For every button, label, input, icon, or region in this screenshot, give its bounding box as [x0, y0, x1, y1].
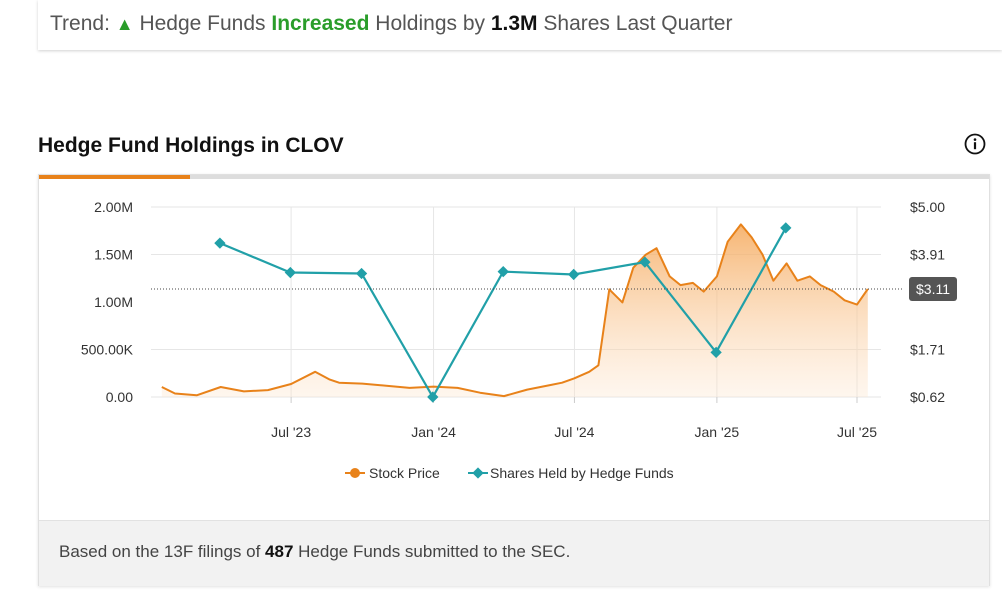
holdings-point	[427, 391, 439, 403]
legend-holdings-label: Shares Held by Hedge Funds	[490, 465, 674, 481]
info-circle-icon[interactable]	[964, 133, 986, 155]
chart-footer: Based on the 13F filings of 487 Hedge Fu…	[39, 520, 989, 586]
trend-direction: Increased	[271, 12, 370, 35]
y-left-tick-label: 1.00M	[94, 294, 133, 310]
y-right-tick-label: $0.62	[910, 389, 945, 405]
current-price-badge	[909, 276, 957, 301]
x-tick-label: Jul '23	[271, 424, 311, 440]
chart-title: Hedge Fund Holdings in CLOV	[38, 134, 344, 157]
current-price-label: $3.11	[916, 281, 950, 297]
y-right-tick-label: $3.91	[910, 247, 945, 263]
chart-card: 2.00M 1.50M 1.00M 500.00K 0.00 $5.00 $3.91 $1.7…	[38, 174, 990, 586]
trend-text: Trend: ▲ Hedge Funds Increased Holdings …	[50, 12, 732, 36]
y-left-tick-label: 1.50M	[94, 247, 133, 263]
trend-text-part3: Shares Last Quarter	[543, 12, 733, 35]
x-tick-label: Jul '24	[554, 424, 594, 440]
y-left-tick-label: 500.00K	[81, 342, 134, 358]
hedge-fund-count: 487	[265, 542, 294, 561]
y-left-tick-label: 0.00	[106, 389, 133, 405]
chart-tab-active-indicator[interactable]	[39, 175, 190, 179]
footer-text: Based on the 13F filings of 487 Hedge Fu…	[59, 542, 570, 562]
holdings-point	[355, 267, 368, 280]
chart-tab-bar	[39, 175, 989, 179]
y-right-tick-label: $1.71	[910, 342, 945, 358]
x-tick-label: Jan '24	[411, 424, 456, 440]
x-tick-label: Jan '25	[695, 424, 740, 440]
holdings-point	[780, 222, 792, 234]
y-left-tick-label: 2.00M	[94, 199, 133, 215]
trend-banner: Trend: ▲ Hedge Funds Increased Holdings …	[38, 0, 1002, 50]
legend-stock-price-label: Stock Price	[369, 465, 440, 481]
footer-suffix: Hedge Funds submitted to the SEC.	[298, 542, 571, 561]
x-tick-label: Jul '25	[837, 424, 877, 440]
trend-amount: 1.3M	[490, 12, 538, 35]
stock-price-line	[161, 223, 869, 398]
trend-up-arrow-icon: ▲	[115, 14, 134, 34]
legend-stock-price-marker	[350, 468, 360, 478]
trend-label: Trend:	[50, 12, 110, 35]
holdings-point	[214, 237, 226, 249]
stock-price-area	[161, 224, 868, 397]
holdings-point	[284, 266, 296, 279]
trend-text-part1: Hedge Funds	[139, 12, 266, 35]
holdings-point	[710, 346, 722, 359]
holdings-point	[497, 265, 509, 278]
legend-holdings-marker	[472, 467, 484, 479]
holdings-point	[568, 268, 580, 281]
holdings-chart: 2.00M 1.50M 1.00M 500.00K 0.00 $5.00 $3.91 $1.7…	[81, 199, 957, 481]
footer-prefix: Based on the 13F filings of	[59, 542, 261, 561]
y-right-tick-label: $5.00	[910, 199, 945, 215]
trend-text-part2: Holdings by	[375, 12, 486, 35]
